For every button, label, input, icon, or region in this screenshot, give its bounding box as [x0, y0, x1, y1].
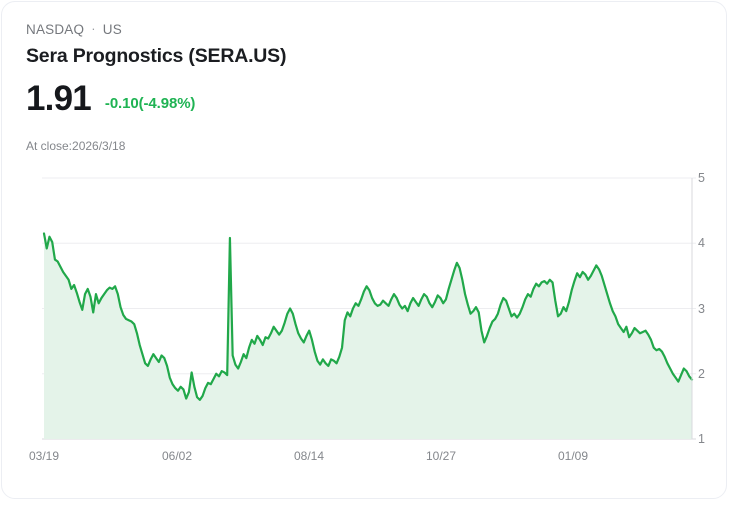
price-chart[interactable]: 1 2 3 4 5 03/19 06/02 08/14 10/27 01/09 [2, 162, 727, 463]
x-tick-label: 03/19 [28, 449, 60, 463]
current-price: 1.91 [26, 79, 92, 118]
exchange-region-line: NASDAQ · US [26, 20, 702, 39]
y-tick-label: 2 [698, 366, 705, 381]
y-tick-label: 1 [698, 432, 705, 446]
x-tick-label: 10/27 [425, 449, 457, 463]
price-row: 1.91 -0.10(-4.98%) [26, 80, 195, 118]
quote-card: NASDAQ · US Sera Prognostics (SERA.US) 1.9… [1, 1, 727, 499]
chart-canvas[interactable] [2, 162, 727, 452]
x-tick-label: 08/14 [293, 449, 325, 463]
y-tick-label: 3 [698, 301, 705, 316]
chart-line [42, 232, 694, 401]
y-tick-label: 4 [698, 236, 705, 251]
x-tick-label: 06/02 [161, 449, 193, 463]
x-tick-label: 01/09 [557, 449, 589, 463]
x-axis-labels: 03/19 06/02 08/14 10/27 01/09 [2, 448, 726, 468]
quote-header: NASDAQ · US Sera Prognostics (SERA.US) [26, 20, 702, 69]
y-tick-label: 5 [698, 171, 705, 185]
price-change: -0.10(-4.98%) [104, 95, 196, 112]
page-title: Sera Prognostics (SERA.US) [26, 45, 287, 67]
region-code: US [102, 22, 122, 37]
chart-area-fill [44, 233, 692, 439]
separator-dot: · [91, 21, 96, 36]
exchange-name: NASDAQ [26, 22, 85, 37]
y-axis-labels: 1 2 3 4 5 [698, 162, 726, 447]
at-close-timestamp: At close:2026/3/18 [26, 139, 126, 153]
